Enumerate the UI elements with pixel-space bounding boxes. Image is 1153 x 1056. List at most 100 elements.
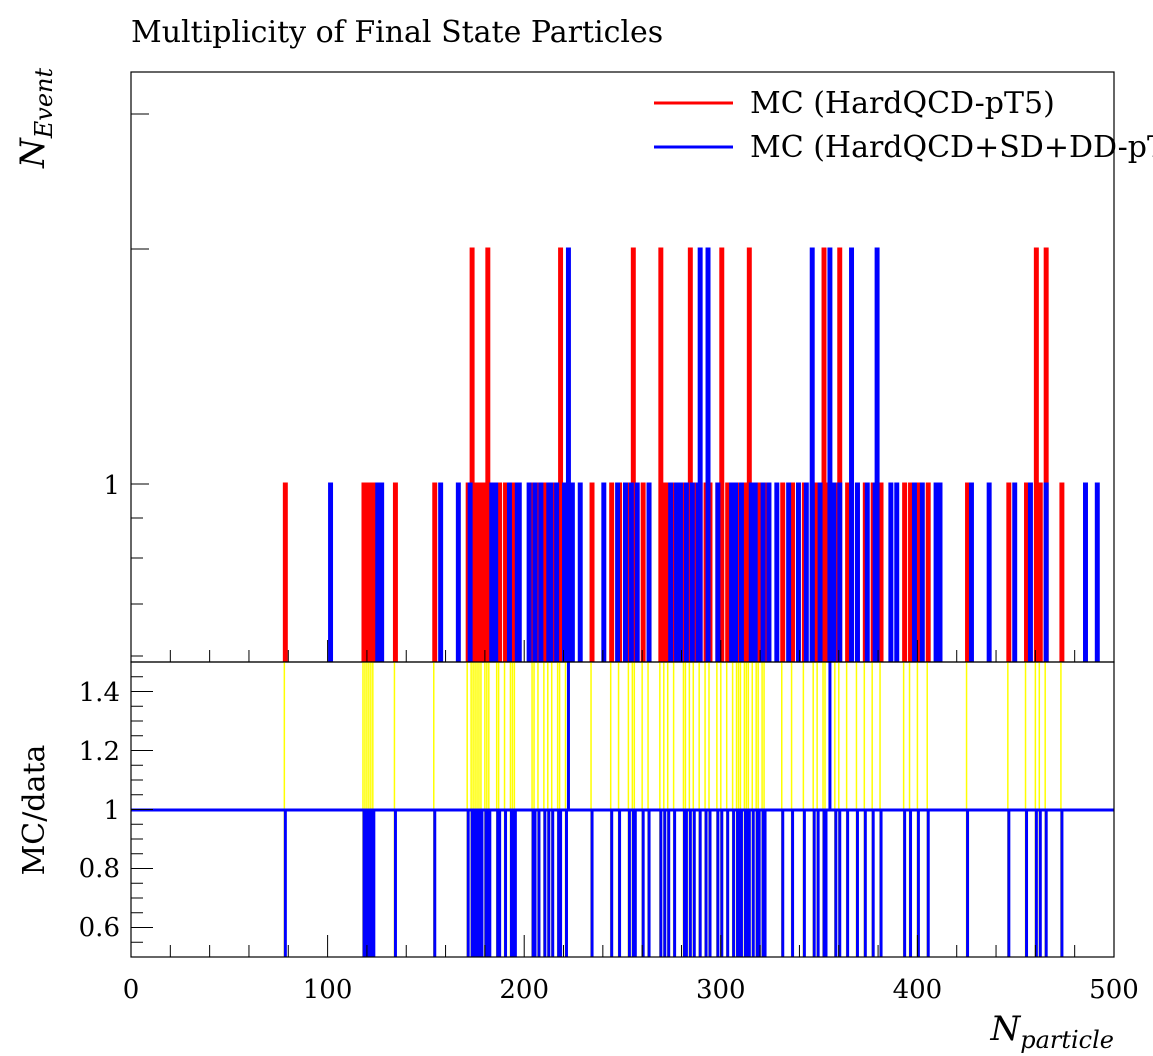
main-bin-s1-x192 [506,482,512,662]
main-bin-s1-x310 [738,482,744,662]
main-bin-s0-x360 [837,247,843,662]
main-bin-s0-x187 [497,482,503,662]
main-bin-s1-x389 [894,482,900,662]
main-bin-s1-x127 [379,482,385,662]
main-bin-s1-x185 [493,482,499,662]
main-bin-s1-x379 [874,247,880,662]
main-bin-s0-x473 [1059,482,1065,662]
x-tick-100: 100 [303,975,353,1005]
main-bin-s1-x228 [577,482,583,662]
main-bin-s0-x260 [640,482,646,662]
chart-title: Multiplicity of Final State Particles [131,15,663,50]
main-bin-s1-x251 [622,482,628,662]
x-tick-0: 0 [123,975,140,1005]
main-bin-s1-x355 [827,247,833,662]
legend-label-hardqcd: MC (HardQCD-pT5) [750,86,1055,121]
main-bin-s0-x405 [925,482,931,662]
main-bin-s1-x216 [554,482,560,662]
main-bin-s1-x369 [854,482,860,662]
main-bin-s0-x465 [1043,247,1049,662]
main-y-ticks [131,113,149,657]
main-y-axis-label: NEvent [13,68,58,169]
main-bin-s1-x321 [760,482,766,662]
main-bin-s1-x334 [786,482,792,662]
x-tick-200: 200 [499,975,549,1005]
main-bin-s1-x402 [919,482,925,662]
main-bin-s0-x462 [1037,482,1043,662]
main-bin-s0-x78 [282,482,288,662]
main-bin-s1-x208 [538,482,544,662]
main-bin-s1-x374 [864,482,870,662]
main-bin-s1-x357 [831,482,837,662]
main-bin-s0-x284 [687,247,693,662]
main-bin-s1-x315 [748,482,754,662]
main-bin-s0-x352 [821,247,827,662]
main-bin-s1-x317 [752,482,758,662]
ratio-y-tick-1: 1 [103,796,120,826]
main-bin-s0-x154 [432,482,438,662]
main-bin-s1-x101 [328,482,334,662]
main-bin-s0-x210 [542,482,548,662]
main-bin-s1-x366 [849,247,855,662]
main-bin-s1-x398 [911,482,917,662]
main-bin-s1-x386 [888,482,894,662]
main-bin-s0-x393 [902,482,908,662]
main-bin-s0-x446 [1006,482,1012,662]
main-bin-s1-x343 [803,482,809,662]
x-axis-label: Nparticle [989,1009,1114,1054]
main-bin-s1-x213 [548,482,554,662]
main-bin-s1-x449 [1012,482,1018,662]
main-bin-s0-x336 [790,482,796,662]
main-bin-s1-x346 [809,247,815,662]
main-bin-s1-x409 [933,482,939,662]
main-bin-s1-x485 [1083,482,1088,662]
main-bin-s0-x303 [725,482,731,662]
main-bin-s1-x328 [774,482,780,662]
ratio-y-tick-06: 0.6 [79,913,120,943]
main-bin-s0-x178 [479,482,485,662]
main-bin-s1-x202 [526,482,532,662]
main-bin-s0-x455 [1024,482,1029,662]
main-bin-s1-x274 [668,482,674,662]
ratio-frame [130,661,1115,958]
main-bin-s1-x436 [986,482,992,662]
x-tick-400: 400 [893,975,943,1005]
main-bin-s0-x271 [662,482,668,662]
main-bin-s1-x298 [715,482,721,662]
main-bin-s0-x173 [469,247,475,662]
main-bin-s1-x360 [837,482,843,662]
main-bin-s1-x339 [795,482,801,662]
ratio-y-tick-12: 1.2 [79,737,120,767]
x-tick-300: 300 [696,975,746,1005]
ratio-y-ticks [131,661,153,958]
main-bin-s0-x123 [371,482,377,662]
legend-label-hardqcd-sd-dd: MC (HardQCD+SD+DD-pT5) [750,130,1153,165]
main-bin-s1-x172 [467,482,473,662]
main-bins [282,247,1100,662]
main-bin-s0-x190 [503,482,509,662]
main-panel: 1 [103,71,1115,663]
x-tick-500: 500 [1089,975,1139,1005]
main-bin-s1-x324 [766,482,772,662]
main-bin-s0-x314 [746,247,752,662]
main-bin-s1-x224 [569,482,575,662]
main-y-tick-label: 1 [103,471,120,501]
main-bin-s1-x289 [697,247,703,662]
main-bin-s0-x381 [878,482,884,662]
main-bin-s1-x157 [438,482,444,662]
main-bin-s1-x257 [634,482,640,662]
main-bin-s1-x293 [705,247,711,662]
main-bin-s0-x460 [1033,247,1039,662]
main-bin-s0-x218 [558,247,564,662]
main-bin-s0-x234 [589,482,595,662]
main-bin-s1-x427 [968,482,974,662]
main-bin-s1-x411 [937,482,943,662]
legend: MC (HardQCD-pT5) MC (HardQCD+SD+DD-pT5) [654,86,1153,165]
ratio-y-axis-label: MC/data [17,744,52,875]
x-ticks [130,640,1115,957]
ratio-y-tick-08: 0.8 [79,854,120,884]
main-bin-s1-x125 [375,482,381,662]
main-bin-s0-x244 [609,482,615,662]
main-bin-s1-x254 [628,482,634,662]
main-bin-s0-x255 [630,247,636,662]
